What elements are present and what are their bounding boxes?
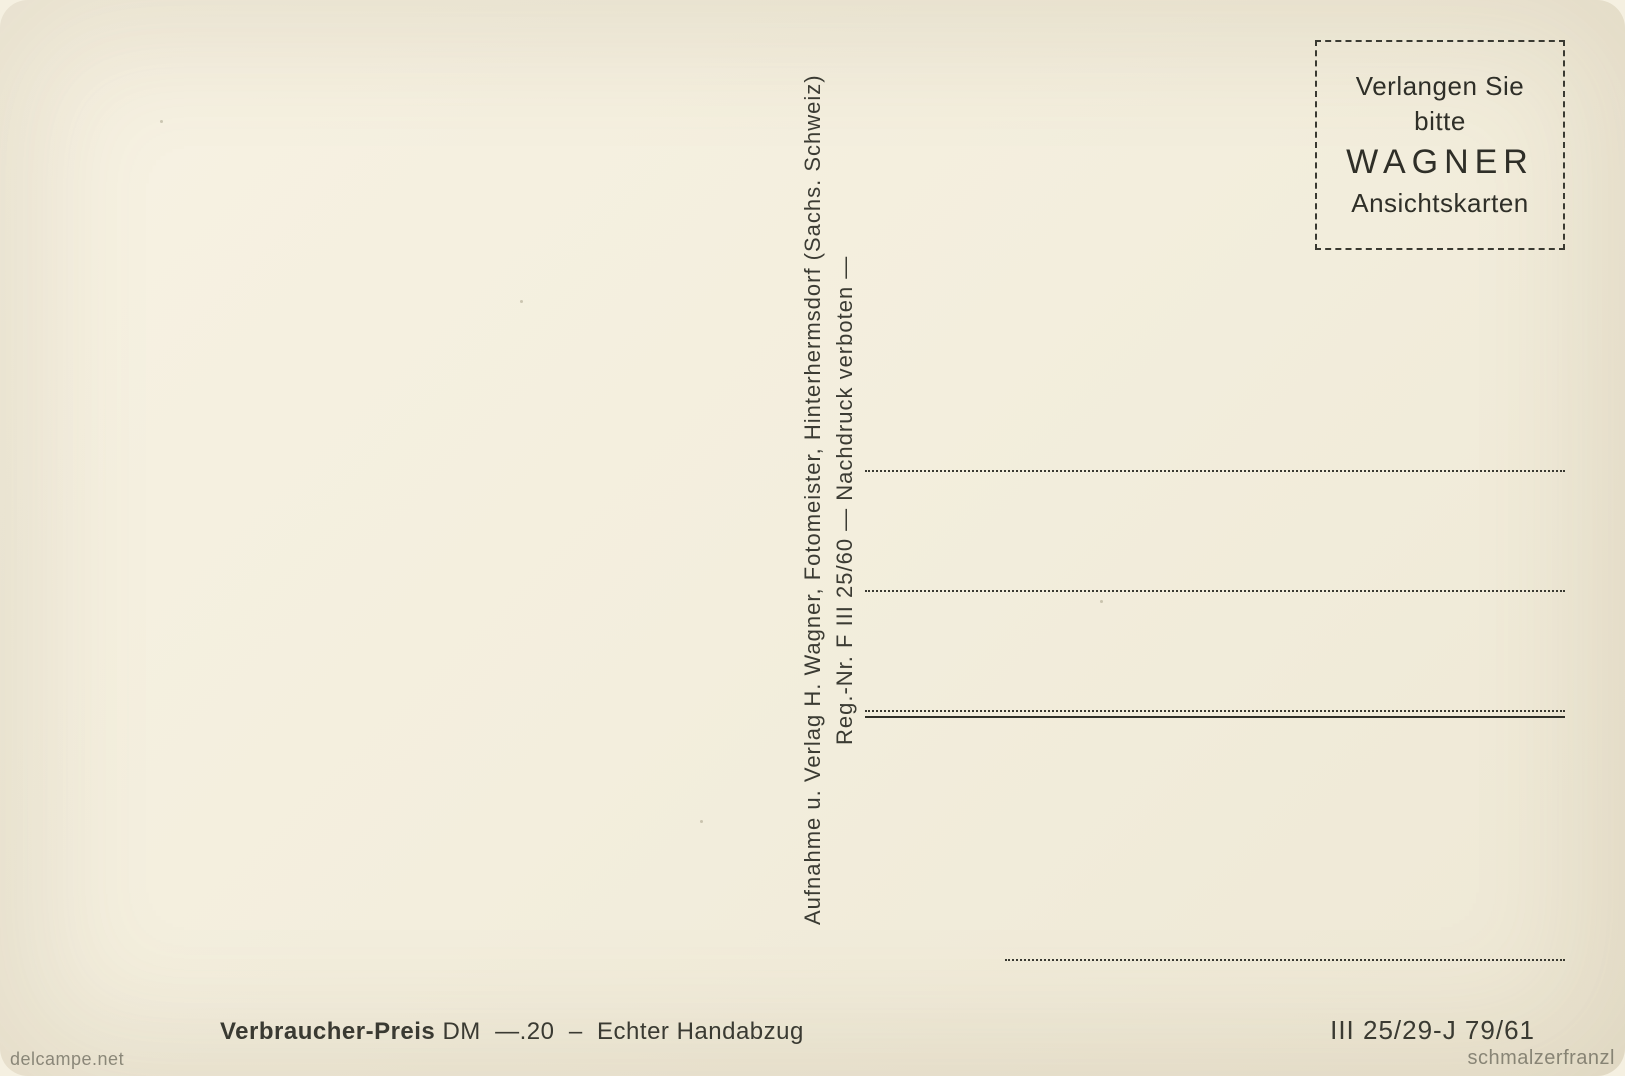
stamp-line-2: bitte xyxy=(1414,104,1466,139)
paper-speck xyxy=(520,300,523,303)
address-line-emphasis xyxy=(865,710,1565,720)
address-line xyxy=(865,470,1565,472)
publisher-line-1: Aufnahme u. Verlag H. Wagner, Fotomeiste… xyxy=(800,40,826,960)
paper-speck xyxy=(700,820,703,823)
stamp-line-1: Verlangen Sie xyxy=(1356,69,1524,104)
watermark-bottom-left: delcampe.net xyxy=(10,1049,124,1070)
footer-price-value: —.20 xyxy=(495,1018,554,1045)
stamp-line-3: Ansichtskarten xyxy=(1351,186,1529,221)
address-lines xyxy=(865,470,1565,830)
paper-speck xyxy=(160,120,163,123)
footer-left: Verbraucher-Preis DM —.20 – Echter Handa… xyxy=(220,1018,804,1046)
footer-price-label: Verbraucher-Preis xyxy=(220,1018,435,1045)
address-line xyxy=(865,590,1565,592)
stamp-brand: WAGNER xyxy=(1346,143,1534,182)
publisher-line-2: Reg.-Nr. F III 25/60 — Nachdruck verbote… xyxy=(832,160,858,840)
footer-currency: DM xyxy=(442,1018,480,1045)
postcard-back: Verlangen Sie bitte WAGNER Ansichtskarte… xyxy=(0,0,1625,1076)
stamp-box: Verlangen Sie bitte WAGNER Ansichtskarte… xyxy=(1315,40,1565,250)
watermark-bottom-right: schmalzerfranzl xyxy=(1467,1047,1615,1070)
address-line-short xyxy=(1005,959,1565,961)
footer-separator: – xyxy=(569,1018,583,1045)
footer-right-code: III 25/29-J 79/61 xyxy=(1330,1015,1535,1046)
footer-suffix: Echter Handabzug xyxy=(597,1018,804,1045)
publisher-block: Aufnahme u. Verlag H. Wagner, Fotomeiste… xyxy=(820,40,860,960)
